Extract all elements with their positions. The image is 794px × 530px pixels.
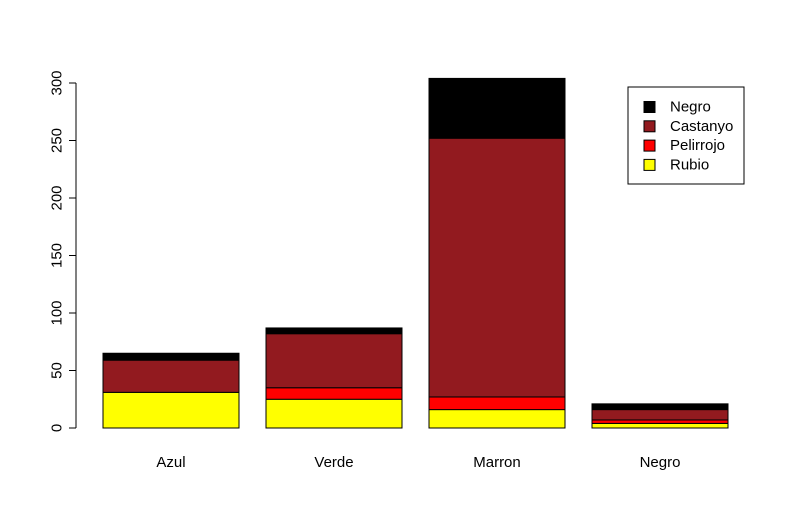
bar-segment-rubio [591, 422, 729, 429]
y-tick-label: 300 [49, 70, 66, 95]
bar-segment-rubio [428, 409, 566, 429]
x-category-label: Verde [314, 454, 353, 471]
bar-segment-castanyo [591, 409, 729, 421]
y-tick-label: 100 [49, 300, 66, 325]
legend-label: Pelirrojo [670, 137, 725, 154]
y-tick-label: 150 [49, 243, 66, 268]
y-tick-label: 250 [49, 128, 66, 153]
bar-segment-negro [428, 77, 566, 139]
legend-swatch [643, 139, 656, 152]
y-tick-label: 200 [49, 185, 66, 210]
bar-segment-rubio [265, 398, 403, 429]
legend-label: Castanyo [670, 118, 733, 135]
x-category-label: Azul [156, 454, 185, 471]
legend-swatch [643, 101, 656, 113]
bar-segment-negro [102, 352, 240, 361]
legend-swatch [643, 120, 656, 133]
y-tick-label: 0 [49, 424, 66, 432]
x-category-label: Negro [640, 454, 681, 471]
y-axis: 0 50 100 150 200 250 300 [49, 70, 77, 432]
bars [102, 77, 729, 429]
legend-label: Rubio [670, 156, 709, 173]
legend-label: Negro [670, 99, 711, 116]
bar-segment-castanyo [265, 333, 403, 389]
x-axis-labels: Azul Verde Marron Negro [156, 454, 680, 471]
x-category-label: Marron [473, 454, 521, 471]
legend: Negro Castanyo Pelirrojo Rubio [627, 86, 745, 185]
bar-segment-negro [591, 403, 729, 411]
bar-segment-negro [265, 327, 403, 335]
bar-segment-castanyo [102, 359, 240, 393]
bar-segment-pelirrojo [265, 387, 403, 400]
bar-segment-pelirrojo [591, 419, 729, 424]
bar-segment-castanyo [428, 137, 566, 398]
bar-segment-rubio [102, 391, 240, 429]
legend-swatch [643, 158, 656, 171]
y-tick-label: 50 [49, 362, 66, 379]
bar-segment-pelirrojo [428, 396, 566, 411]
